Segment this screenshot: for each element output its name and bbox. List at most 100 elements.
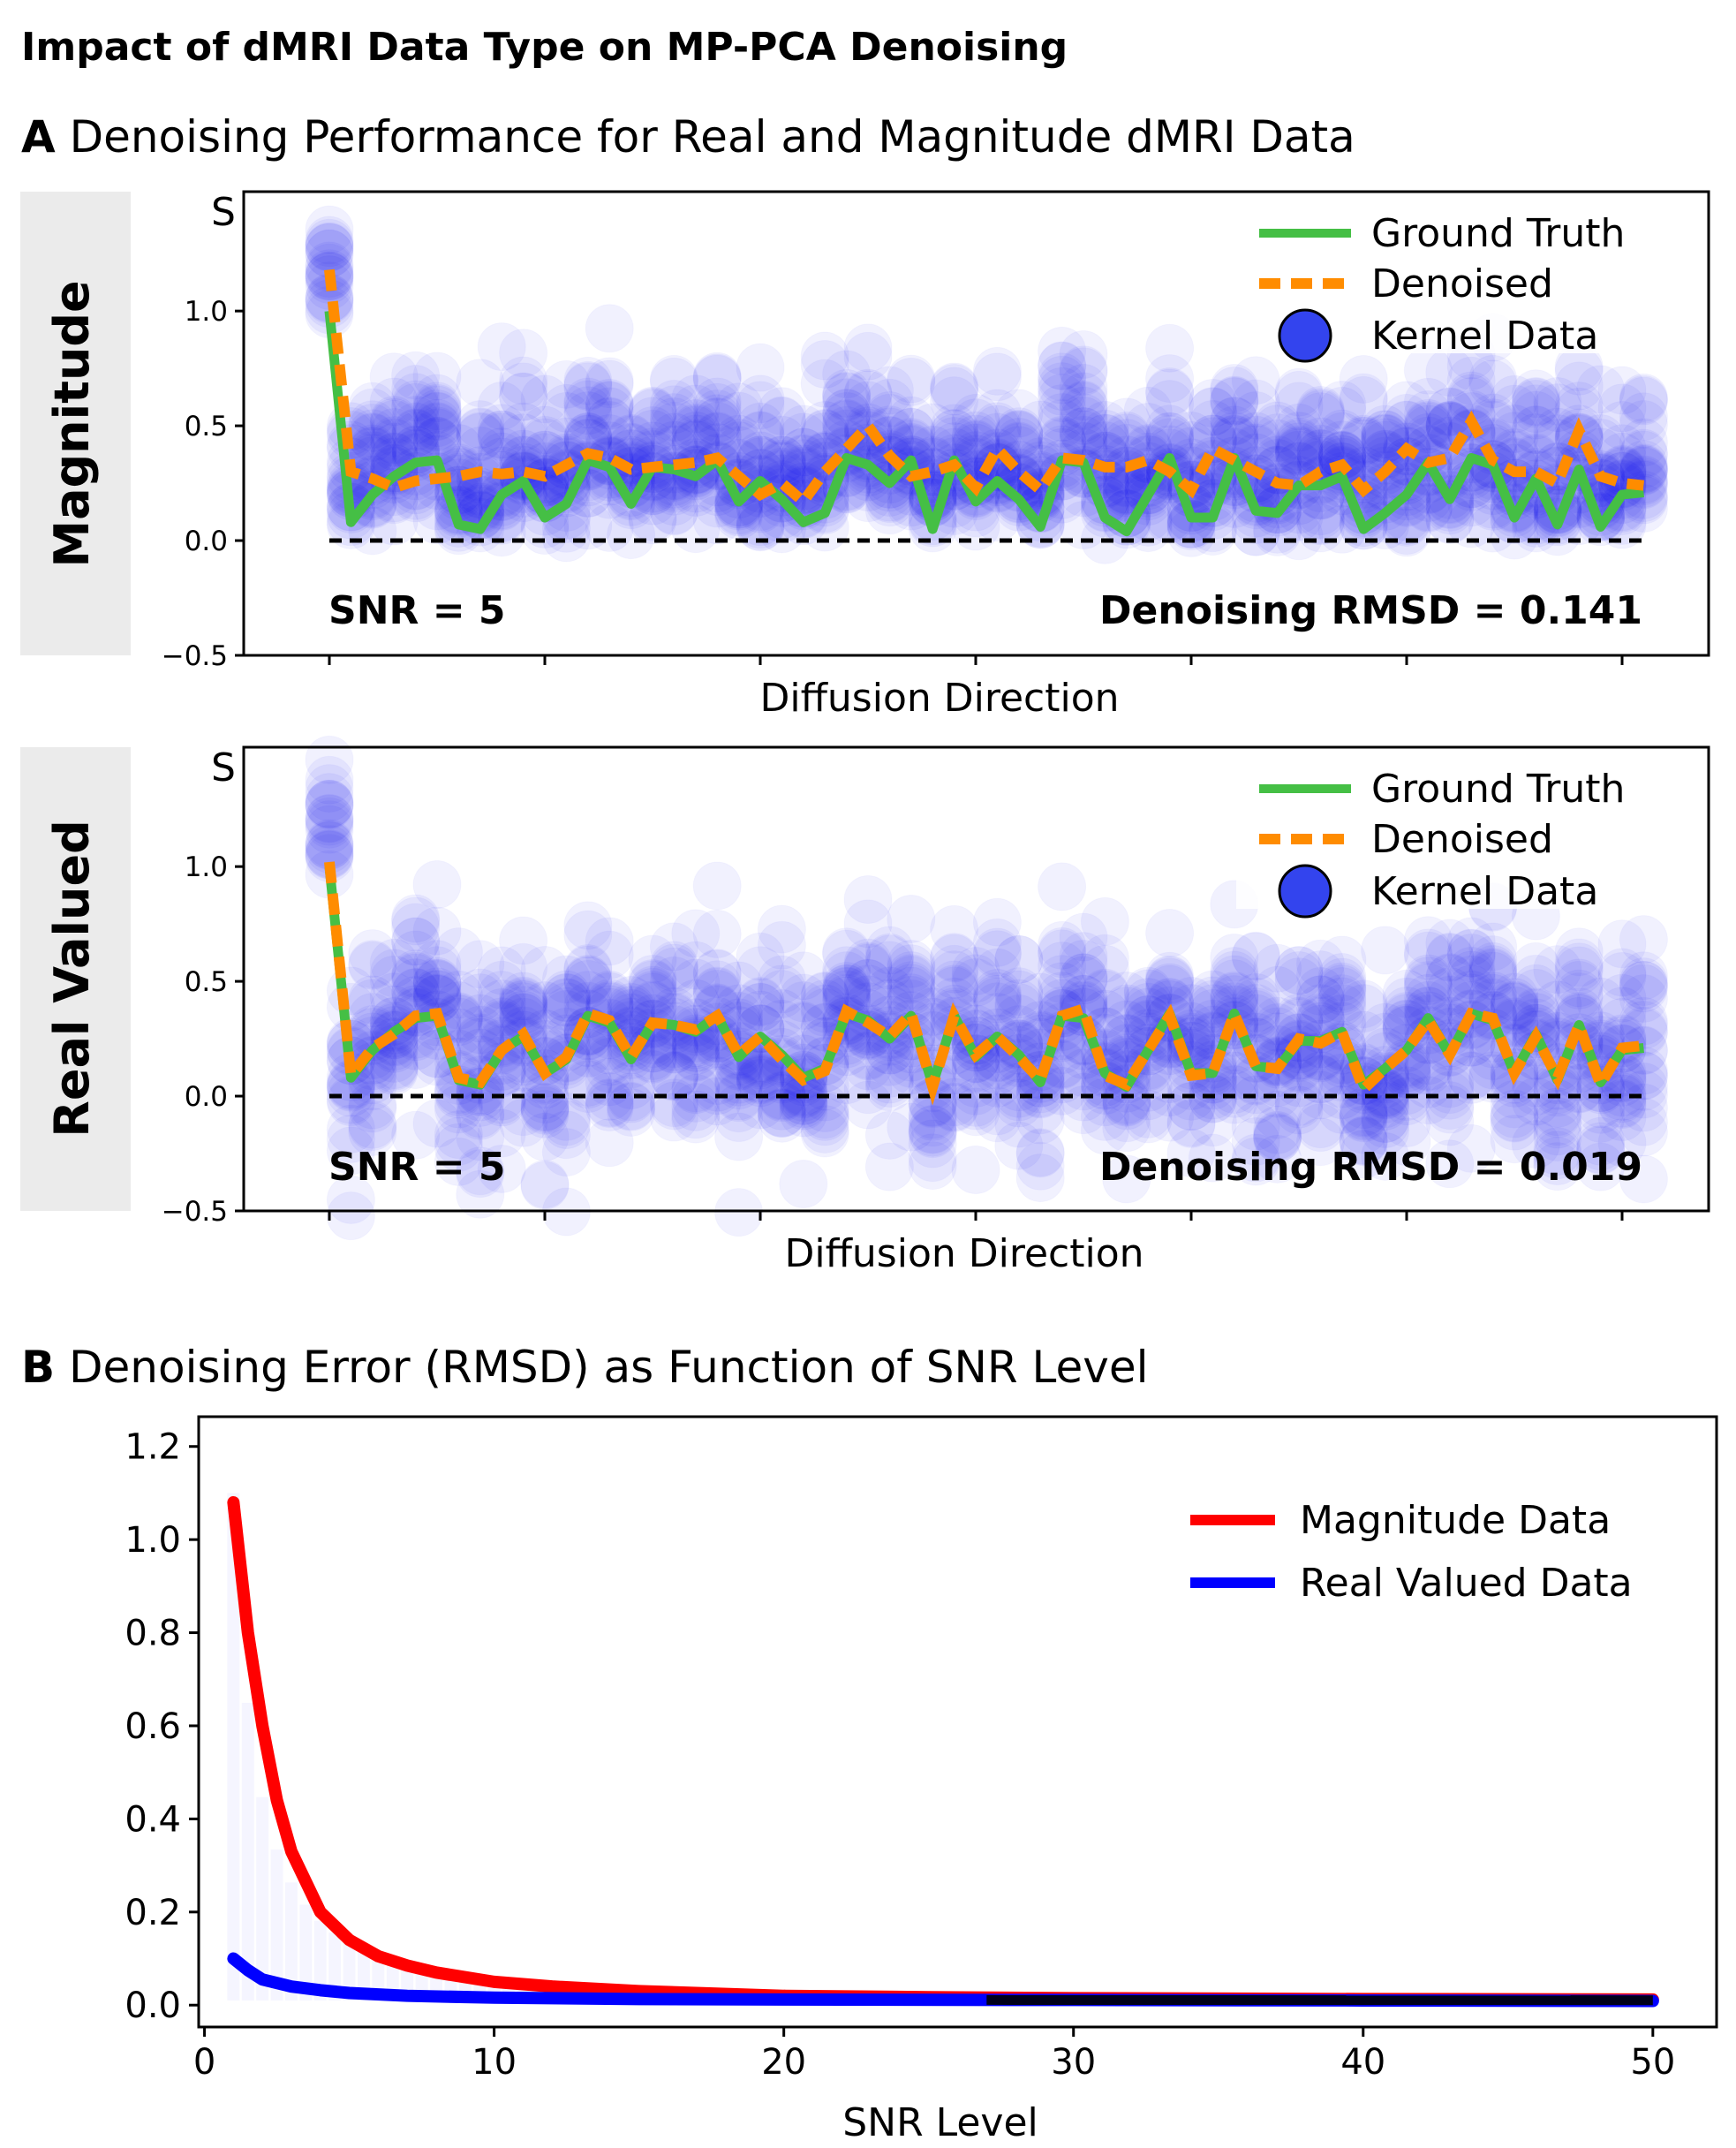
y-tick-label: −0.5 — [162, 640, 228, 672]
kernel-data-point — [1231, 390, 1280, 440]
kernel-data-point — [1210, 375, 1259, 425]
kernel-data-point — [499, 329, 548, 378]
kernel-data-point — [1382, 381, 1431, 430]
kernel-data-point — [541, 383, 591, 433]
kernel-data-point — [1425, 416, 1475, 465]
kernel-data-point — [585, 381, 634, 430]
kernel-data-point — [585, 380, 634, 429]
kernel-data-point — [649, 947, 698, 996]
kernel-data-point — [1210, 367, 1259, 416]
x-tick-label: 0 — [193, 2042, 215, 2083]
kernel-data-point — [649, 1052, 698, 1101]
kernel-data-point — [456, 456, 505, 505]
kernel-data-point — [1597, 383, 1647, 433]
kernel-data-point — [1059, 372, 1108, 421]
kernel-data-point — [800, 359, 849, 408]
kernel-data-point — [369, 396, 419, 445]
kernel-data-point — [1274, 430, 1324, 480]
kernel-data-point — [1080, 409, 1129, 458]
kernel-data-point — [1015, 1141, 1065, 1191]
kernel-data-point — [585, 1057, 634, 1107]
kernel-data-point — [1253, 419, 1302, 468]
kernel-data-point — [843, 411, 893, 460]
kernel-data-point — [1468, 354, 1518, 404]
kernel-data-point — [412, 383, 462, 433]
kernel-data-point — [520, 1085, 570, 1135]
y-tick-label: 0.5 — [185, 966, 228, 998]
kernel-data-point — [456, 1169, 505, 1219]
kernel-data-point — [499, 1098, 548, 1147]
kernel-data-point — [563, 362, 613, 412]
kernel-data-point — [541, 1100, 591, 1150]
kernel-data-point — [628, 934, 677, 984]
kernel-data-point — [305, 794, 354, 843]
legend-label: Magnitude Data — [1300, 1498, 1611, 1543]
kernel-data-point — [412, 398, 462, 448]
kernel-data-point — [1059, 500, 1108, 549]
kernel-data-point — [585, 304, 634, 353]
kernel-data-point — [369, 496, 419, 546]
kernel-data-point — [972, 493, 1022, 542]
kernel-data-point — [391, 380, 441, 429]
kernel-data-point — [477, 1042, 526, 1092]
kernel-data-point — [649, 380, 698, 429]
kernel-data-point — [477, 1075, 526, 1124]
kernel-data-point — [541, 955, 591, 1004]
kernel-data-point — [1274, 425, 1324, 474]
kernel-data-point — [822, 391, 872, 441]
kernel-data-point — [887, 396, 936, 445]
kernel-data-point — [348, 1100, 397, 1149]
kernel-data-point — [1274, 370, 1324, 420]
kernel-data-point — [1339, 373, 1388, 422]
kernel-data-point — [1490, 384, 1539, 434]
kernel-data-point — [520, 415, 570, 465]
kernel-data-point — [520, 1112, 570, 1161]
kernel-data-point — [671, 374, 721, 424]
kernel-data-point — [1619, 392, 1668, 442]
kernel-data-point — [391, 382, 441, 432]
kernel-data-point — [1188, 387, 1237, 436]
kernel-data-point — [994, 411, 1044, 460]
kernel-data-point — [585, 397, 634, 446]
kernel-data-point — [541, 982, 591, 1032]
kernel-data-point — [779, 405, 828, 454]
kernel-data-point — [541, 1092, 591, 1141]
kernel-data-point — [391, 930, 441, 979]
y-axis-label: S — [211, 190, 236, 235]
kernel-data-point — [391, 365, 441, 414]
kernel-data-point — [994, 409, 1044, 458]
kernel-data-point — [779, 434, 828, 483]
kernel-data-point — [779, 427, 828, 477]
kernel-data-point — [1274, 426, 1324, 475]
kernel-data-point — [456, 1112, 505, 1161]
kernel-data-point — [736, 411, 785, 460]
kernel-data-point — [972, 389, 1022, 438]
kernel-data-point — [714, 382, 764, 432]
kernel-data-point — [412, 402, 462, 451]
kernel-data-point — [1038, 367, 1087, 416]
kernel-data-point — [1295, 495, 1345, 544]
kernel-data-point — [1382, 393, 1431, 442]
kernel-data-point — [305, 779, 354, 828]
kernel-data-point — [607, 413, 656, 463]
legend-label: Denoised — [1371, 261, 1553, 306]
kernel-data-point — [434, 1085, 483, 1134]
kernel-data-point — [1038, 341, 1087, 390]
kernel-data-point — [671, 404, 721, 453]
kernel-data-point — [1059, 386, 1108, 435]
kernel-data-point — [456, 968, 505, 1017]
kernel-data-point — [671, 1023, 721, 1072]
kernel-data-point — [520, 418, 570, 467]
kernel-data-point — [391, 958, 441, 1008]
kernel-data-point — [671, 958, 721, 1008]
kernel-data-point — [1382, 508, 1431, 557]
kernel-data-point — [1080, 400, 1129, 450]
y-tick-label: −0.5 — [162, 1196, 228, 1228]
kernel-data-point — [477, 432, 526, 481]
kernel-data-point — [1274, 419, 1324, 468]
kernel-data-point — [692, 394, 742, 443]
x-tick-label: 40 — [1340, 2042, 1385, 2083]
kernel-data-point — [628, 493, 677, 542]
legend-label: Denoised — [1371, 817, 1553, 862]
